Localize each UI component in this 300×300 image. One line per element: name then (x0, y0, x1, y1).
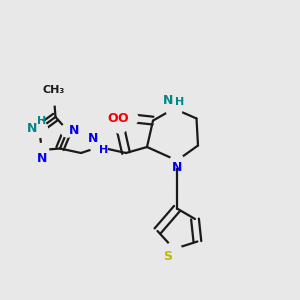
Text: H: H (175, 97, 184, 107)
Text: N: N (27, 122, 38, 135)
Text: H: H (99, 145, 108, 155)
Text: O: O (118, 112, 128, 125)
Text: N: N (88, 132, 98, 145)
Circle shape (123, 111, 138, 126)
Text: N: N (69, 124, 80, 137)
Circle shape (113, 120, 127, 133)
Text: H: H (37, 116, 46, 127)
Circle shape (35, 143, 49, 157)
Text: N: N (172, 161, 182, 174)
Text: N: N (37, 152, 47, 164)
Circle shape (170, 154, 184, 167)
Text: O: O (108, 112, 119, 125)
Text: S: S (164, 250, 172, 263)
Circle shape (31, 121, 47, 137)
Circle shape (61, 124, 74, 137)
Circle shape (166, 100, 182, 117)
Circle shape (91, 139, 107, 155)
Text: N: N (162, 94, 173, 107)
Text: CH₃: CH₃ (43, 85, 65, 95)
Circle shape (167, 242, 181, 256)
Circle shape (46, 90, 62, 105)
